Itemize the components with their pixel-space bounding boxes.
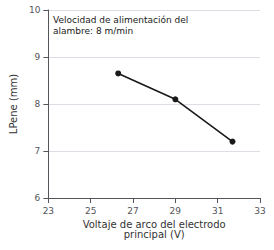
svg-text:Voltaje de arco del electrodo: Voltaje de arco del electrodo xyxy=(82,219,226,231)
svg-text:8: 8 xyxy=(35,99,41,109)
svg-text:29: 29 xyxy=(170,206,182,216)
svg-text:25: 25 xyxy=(85,206,96,216)
svg-text:33: 33 xyxy=(254,206,265,216)
svg-text:Velocidad de alimentación del: Velocidad de alimentación del xyxy=(53,15,188,25)
svg-text:23: 23 xyxy=(43,206,54,216)
svg-text:10: 10 xyxy=(29,5,41,15)
svg-text:alambre: 8 m/min: alambre: 8 m/min xyxy=(53,26,133,36)
svg-text:LPene (mm): LPene (mm) xyxy=(8,74,19,134)
svg-text:9: 9 xyxy=(35,52,41,62)
svg-text:31: 31 xyxy=(212,206,223,216)
svg-text:principal (V): principal (V) xyxy=(124,229,185,240)
svg-text:6: 6 xyxy=(35,193,41,203)
svg-text:27: 27 xyxy=(127,206,138,216)
svg-text:7: 7 xyxy=(35,146,41,156)
